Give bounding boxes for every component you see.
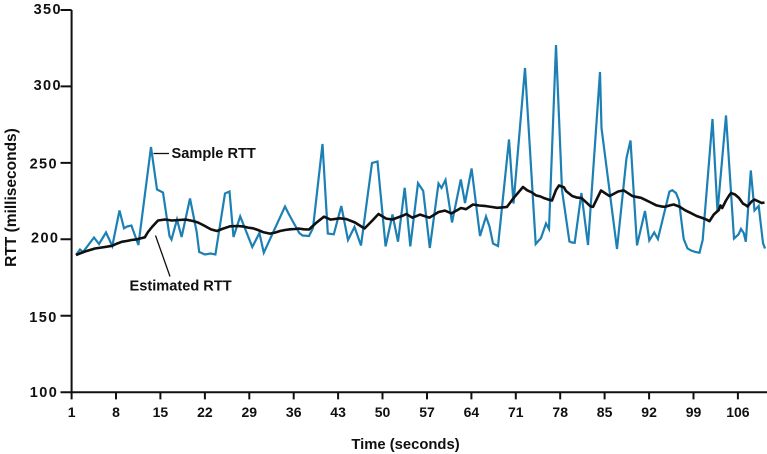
svg-text:64: 64: [464, 404, 480, 420]
svg-text:22: 22: [197, 404, 213, 420]
svg-text:85: 85: [597, 404, 613, 420]
svg-text:150: 150: [29, 310, 57, 326]
svg-text:36: 36: [286, 404, 302, 420]
svg-text:29: 29: [242, 404, 258, 420]
svg-text:15: 15: [153, 404, 169, 420]
svg-text:100: 100: [30, 385, 58, 401]
svg-text:300: 300: [34, 78, 62, 94]
svg-text:Estimated RTT: Estimated RTT: [130, 278, 232, 294]
svg-text:RTT (milliseconds): RTT (milliseconds): [3, 128, 20, 267]
svg-text:1: 1: [68, 404, 76, 420]
svg-text:106: 106: [726, 404, 750, 420]
svg-text:71: 71: [508, 404, 524, 420]
svg-text:99: 99: [686, 404, 702, 420]
svg-text:57: 57: [419, 404, 435, 420]
svg-text:350: 350: [34, 2, 62, 18]
svg-text:50: 50: [375, 404, 391, 420]
svg-text:92: 92: [641, 404, 657, 420]
svg-text:Sample RTT: Sample RTT: [172, 146, 256, 162]
svg-text:78: 78: [552, 404, 568, 420]
svg-text:8: 8: [112, 404, 120, 420]
svg-text:43: 43: [330, 404, 346, 420]
svg-text:250: 250: [30, 156, 58, 172]
svg-text:200: 200: [31, 230, 59, 246]
svg-text:Time (seconds): Time (seconds): [351, 437, 459, 453]
